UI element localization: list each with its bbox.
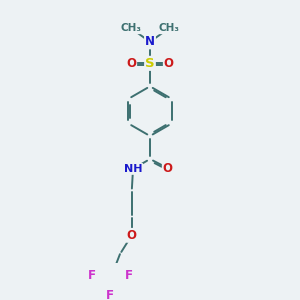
Text: F: F bbox=[88, 269, 96, 282]
Text: O: O bbox=[127, 229, 137, 242]
Text: F: F bbox=[106, 290, 113, 300]
Text: O: O bbox=[126, 57, 136, 70]
Text: CH₃: CH₃ bbox=[121, 23, 142, 33]
Text: O: O bbox=[163, 162, 173, 175]
Text: S: S bbox=[145, 57, 155, 70]
Text: NH: NH bbox=[124, 164, 142, 174]
Text: O: O bbox=[164, 57, 174, 70]
Text: CH₃: CH₃ bbox=[158, 23, 179, 33]
Text: F: F bbox=[125, 269, 133, 282]
Text: N: N bbox=[145, 35, 155, 48]
